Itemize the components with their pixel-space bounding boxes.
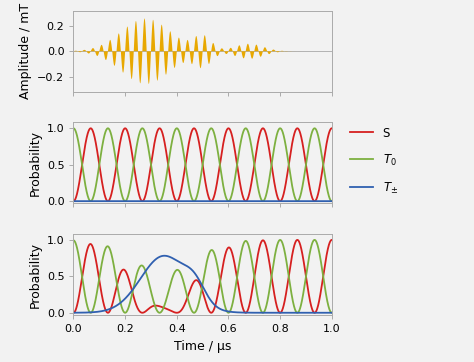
- S: [164, 155, 170, 159]
- $T_{\pm}$: [164, 199, 170, 203]
- $T_0$: [262, 197, 268, 201]
- $T_0$: [71, 126, 76, 130]
- S: [276, 198, 282, 202]
- $T_0$: [83, 189, 89, 193]
- S: [83, 136, 89, 141]
- $T_0$: [276, 127, 282, 131]
- Y-axis label: Probability: Probability: [28, 241, 41, 307]
- Line: $T_0$: $T_0$: [73, 128, 332, 201]
- $T_0$: [235, 159, 240, 164]
- S: [235, 166, 240, 170]
- S: [329, 126, 335, 130]
- $T_{\pm}$: [83, 199, 89, 203]
- $T_{\pm}$: [329, 199, 335, 203]
- S: [223, 129, 229, 133]
- $T_0$: [164, 171, 170, 175]
- $T_0$: [223, 196, 229, 201]
- S: [262, 129, 268, 133]
- $T_{\pm}$: [235, 199, 240, 203]
- X-axis label: Time / µs: Time / µs: [174, 340, 231, 353]
- $T_{\pm}$: [71, 199, 76, 203]
- $T_{\pm}$: [223, 199, 229, 203]
- $T_{\pm}$: [262, 199, 268, 203]
- S: [71, 199, 76, 203]
- $T_0$: [329, 199, 335, 203]
- Y-axis label: Amplitude / mT: Amplitude / mT: [19, 3, 32, 99]
- Legend: S, $T_0$, $T_{\pm}$: S, $T_0$, $T_{\pm}$: [345, 122, 402, 201]
- Y-axis label: Probability: Probability: [28, 130, 41, 196]
- Line: S: S: [73, 128, 332, 201]
- $T_{\pm}$: [276, 199, 282, 203]
